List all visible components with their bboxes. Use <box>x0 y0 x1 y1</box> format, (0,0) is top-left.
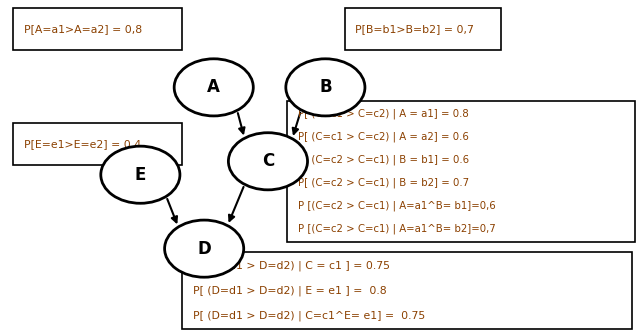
FancyBboxPatch shape <box>287 101 635 242</box>
Text: P[B=b1>B=b2] = 0,7: P[B=b1>B=b2] = 0,7 <box>355 25 474 34</box>
Ellipse shape <box>101 146 180 203</box>
Ellipse shape <box>286 59 365 116</box>
Text: B: B <box>319 78 332 96</box>
Text: P[ (D=d1 > D=d2) | C = c1 ] = 0.75: P[ (D=d1 > D=d2) | C = c1 ] = 0.75 <box>193 261 390 271</box>
FancyBboxPatch shape <box>13 8 182 50</box>
Text: P[ (D=d1 > D=d2) | E = e1 ] =  0.8: P[ (D=d1 > D=d2) | E = e1 ] = 0.8 <box>193 285 386 296</box>
Text: P[ (D=d1 > D=d2) | C=c1^E= e1] =  0.75: P[ (D=d1 > D=d2) | C=c1^E= e1] = 0.75 <box>193 310 425 321</box>
Text: P[A=a1>A=a2] = 0,8: P[A=a1>A=a2] = 0,8 <box>24 25 142 34</box>
Text: P[ (C=c1 > C=c2) | A = a2] = 0.6: P[ (C=c1 > C=c2) | A = a2] = 0.6 <box>298 132 469 142</box>
Text: P[ (C=c2 > C=c1) | B = b1] = 0.6: P[ (C=c2 > C=c1) | B = b1] = 0.6 <box>298 155 469 165</box>
Text: P [(C=c2 > C=c1) | A=a1^B= b2]=0,7: P [(C=c2 > C=c1) | A=a1^B= b2]=0,7 <box>298 223 496 234</box>
Text: C: C <box>262 152 274 170</box>
Ellipse shape <box>228 133 308 190</box>
Text: P [(C=c2 > C=c1) | A=a1^B= b1]=0,6: P [(C=c2 > C=c1) | A=a1^B= b1]=0,6 <box>298 201 496 211</box>
Text: P[ (C=c2 > C=c1) | B = b2] = 0.7: P[ (C=c2 > C=c1) | B = b2] = 0.7 <box>298 178 469 188</box>
FancyBboxPatch shape <box>345 8 501 50</box>
Text: E: E <box>135 166 146 184</box>
Text: A: A <box>207 78 220 96</box>
Text: P[E=e1>E=e2] = 0,4: P[E=e1>E=e2] = 0,4 <box>24 139 141 149</box>
Ellipse shape <box>174 59 253 116</box>
FancyBboxPatch shape <box>182 252 632 329</box>
FancyBboxPatch shape <box>13 123 182 165</box>
Text: D: D <box>197 240 211 258</box>
Ellipse shape <box>165 220 244 277</box>
Text: P[ (C=c1 > C=c2) | A = a1] = 0.8: P[ (C=c1 > C=c2) | A = a1] = 0.8 <box>298 109 469 119</box>
